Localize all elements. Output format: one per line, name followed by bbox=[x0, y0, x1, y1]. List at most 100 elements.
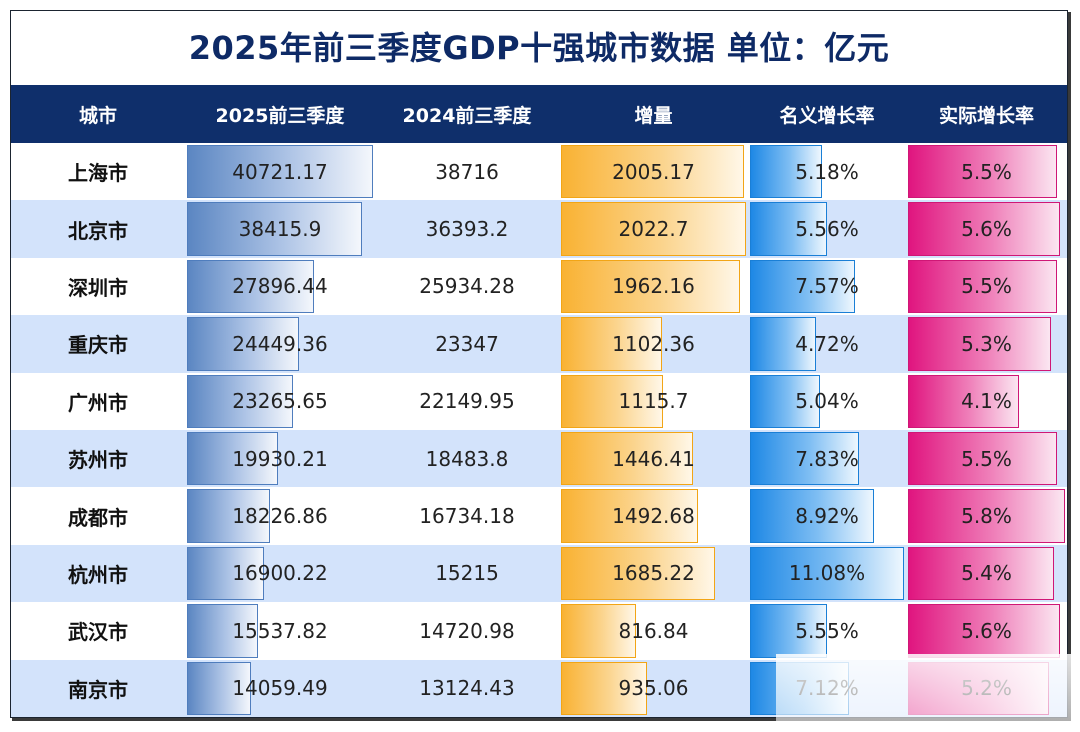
nominal-growth-cell: 5.56% bbox=[748, 200, 906, 257]
increase-cell-value: 1115.7 bbox=[618, 389, 689, 414]
increase-cell: 1102.36 bbox=[559, 315, 748, 372]
sheet-shadow-right bbox=[1068, 12, 1071, 721]
real-growth-cell-bar bbox=[908, 317, 1051, 371]
table-title: 2025年前三季度GDP十强城市数据 单位：亿元 bbox=[188, 29, 890, 67]
gdp2024-cell: 13124.43 bbox=[419, 676, 515, 701]
gdp2025-cell-value: 18226.86 bbox=[232, 504, 328, 529]
gdp2025-cell-bar bbox=[187, 546, 264, 601]
nominal-growth-cell: 5.04% bbox=[748, 373, 906, 430]
gdp2025-cell-value: 24449.36 bbox=[232, 331, 328, 356]
real-growth-cell: 5.5% bbox=[906, 258, 1067, 315]
header-nominal-growth: 名义增长率 bbox=[779, 104, 875, 127]
increase-cell: 1492.68 bbox=[559, 487, 748, 544]
gdp2025-cell-bar bbox=[187, 259, 314, 314]
increase-cell: 1962.16 bbox=[559, 258, 748, 315]
header-gdp2024: 2024前三季度 bbox=[402, 104, 532, 127]
gdp2025-cell: 40721.17 bbox=[185, 143, 375, 200]
city-cell: 广州市 bbox=[68, 390, 128, 415]
gdp2025-cell-bar bbox=[187, 604, 258, 658]
nominal-growth-cell-value: 5.04% bbox=[795, 389, 859, 414]
gdp2025-cell-bar bbox=[187, 202, 362, 256]
gdp2025-cell-bar bbox=[187, 317, 299, 371]
gdp2025-cell-bar bbox=[187, 374, 293, 428]
increase-cell-bar bbox=[561, 489, 698, 543]
city-cell: 武汉市 bbox=[68, 620, 128, 645]
increase-cell-value: 2022.7 bbox=[618, 217, 689, 242]
increase-cell: 1685.22 bbox=[559, 545, 748, 602]
table-row: 成都市 18226.86 16734.18 1492.68 8.92% 5.8% bbox=[11, 487, 1067, 544]
gdp2024-cell: 25934.28 bbox=[419, 274, 515, 299]
nominal-growth-cell: 7.83% bbox=[748, 430, 906, 487]
real-growth-cell: 5.3% bbox=[906, 315, 1067, 372]
nominal-growth-cell: 8.92% bbox=[748, 487, 906, 544]
increase-cell-value: 1962.16 bbox=[612, 274, 695, 299]
increase-cell-bar bbox=[561, 374, 663, 428]
increase-cell-value: 935.06 bbox=[618, 676, 689, 701]
nominal-growth-cell-value: 4.72% bbox=[795, 331, 859, 356]
real-growth-cell-value: 5.5% bbox=[961, 274, 1012, 299]
gdp2025-cell: 27896.44 bbox=[185, 258, 375, 315]
table-row: 深圳市 27896.44 25934.28 1962.16 7.57% 5.5% bbox=[11, 258, 1067, 315]
city-cell: 成都市 bbox=[68, 505, 128, 530]
nominal-growth-cell: 4.72% bbox=[748, 315, 906, 372]
gdp2025-cell-bar bbox=[187, 489, 270, 543]
real-growth-cell: 5.8% bbox=[906, 487, 1067, 544]
nominal-growth-cell-bar bbox=[750, 145, 822, 199]
table-row: 武汉市 15537.82 14720.98 816.84 5.55% 5.6% bbox=[11, 602, 1067, 659]
nominal-growth-cell-value: 8.92% bbox=[795, 504, 859, 529]
city-cell: 重庆市 bbox=[68, 333, 128, 358]
nominal-growth-cell: 5.55% bbox=[748, 602, 906, 659]
city-cell: 苏州市 bbox=[68, 448, 128, 473]
increase-cell: 2022.7 bbox=[559, 200, 748, 257]
real-growth-cell: 5.4% bbox=[906, 545, 1067, 602]
gdp2024-cell: 14720.98 bbox=[419, 618, 515, 643]
real-growth-cell-bar bbox=[908, 259, 1057, 314]
real-growth-cell-bar bbox=[908, 145, 1057, 199]
gdp2025-cell-bar bbox=[187, 661, 251, 715]
watermark-overlay bbox=[776, 654, 1080, 732]
table-row: 广州市 23265.65 22149.95 1115.7 5.04% 4.1% bbox=[11, 373, 1067, 430]
increase-cell: 1115.7 bbox=[559, 373, 748, 430]
real-growth-cell-value: 5.6% bbox=[961, 217, 1012, 242]
header-gdp2025: 2025前三季度 bbox=[215, 104, 345, 127]
increase-cell-value: 2005.17 bbox=[612, 159, 695, 184]
increase-cell-value: 1446.41 bbox=[612, 446, 695, 471]
real-growth-cell-value: 4.1% bbox=[961, 389, 1012, 414]
table-body: 上海市 40721.17 38716 2005.17 5.18% 5.5% 北京市 38415… bbox=[11, 143, 1067, 717]
gdp-table-sheet: 2025年前三季度GDP十强城市数据 单位：亿元 城市 2025前三季度 202… bbox=[10, 10, 1068, 718]
city-cell: 深圳市 bbox=[68, 275, 128, 300]
nominal-growth-cell-bar bbox=[750, 546, 904, 601]
nominal-growth-cell-value: 5.56% bbox=[795, 217, 859, 242]
city-cell: 上海市 bbox=[68, 161, 128, 186]
gdp2025-cell-bar bbox=[187, 145, 373, 199]
nominal-growth-cell-bar bbox=[750, 604, 827, 658]
gdp2025-cell-bar bbox=[187, 431, 278, 486]
real-growth-cell-bar bbox=[908, 546, 1054, 601]
increase-cell-bar bbox=[561, 546, 715, 601]
nominal-growth-cell: 7.57% bbox=[748, 258, 906, 315]
gdp2025-cell: 15537.82 bbox=[185, 602, 375, 659]
table-row: 重庆市 24449.36 23347 1102.36 4.72% 5.3% bbox=[11, 315, 1067, 373]
header-real-growth: 实际增长率 bbox=[938, 104, 1034, 127]
real-growth-cell-value: 5.4% bbox=[961, 561, 1012, 586]
gdp2025-cell-value: 19930.21 bbox=[232, 446, 328, 471]
header-city: 城市 bbox=[78, 104, 117, 127]
gdp2025-cell-value: 27896.44 bbox=[232, 274, 328, 299]
increase-cell-bar bbox=[561, 661, 647, 715]
nominal-growth-cell-bar bbox=[750, 317, 816, 371]
nominal-growth-cell-bar bbox=[750, 374, 820, 428]
increase-cell-bar bbox=[561, 145, 744, 199]
gdp2024-cell: 18483.8 bbox=[425, 446, 509, 471]
nominal-growth-cell-value: 7.57% bbox=[795, 274, 859, 299]
nominal-growth-cell-value: 5.55% bbox=[795, 618, 859, 643]
real-growth-cell-value: 5.6% bbox=[961, 618, 1012, 643]
nominal-growth-cell: 5.18% bbox=[748, 143, 906, 200]
table-row: 苏州市 19930.21 18483.8 1446.41 7.83% 5.5% bbox=[11, 429, 1067, 488]
real-growth-cell: 5.5% bbox=[906, 143, 1067, 200]
nominal-growth-cell-bar bbox=[750, 489, 874, 543]
increase-cell-bar bbox=[561, 431, 693, 486]
gdp2024-cell: 15215 bbox=[435, 561, 499, 586]
increase-cell-value: 1685.22 bbox=[612, 561, 695, 586]
sheet-shadow-bottom bbox=[12, 718, 1071, 721]
table-row: 杭州市 16900.22 15215 1685.22 11.08% 5.4% bbox=[11, 544, 1067, 603]
